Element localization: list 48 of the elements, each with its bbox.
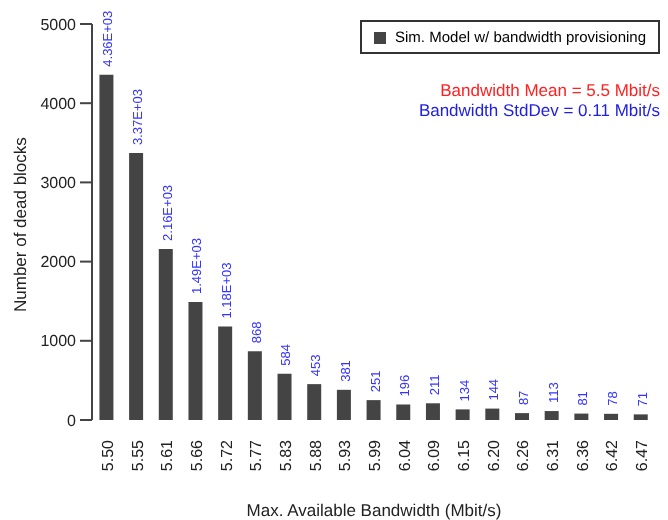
x-tick-label: 6.26 — [514, 438, 533, 472]
bar — [574, 413, 589, 420]
x-tick-label: 6.31 — [544, 438, 563, 472]
x-tick-label: 5.83 — [276, 438, 295, 472]
x-tick-label: 6.47 — [633, 438, 652, 472]
x-tick-label: 5.93 — [336, 438, 355, 472]
y-tick-label: 3000 — [40, 174, 78, 193]
bar — [455, 409, 470, 420]
x-tick-label: 5.55 — [128, 438, 147, 472]
x-tick-label: 6.09 — [425, 438, 444, 472]
bar — [158, 248, 173, 420]
x-tick-label: 5.99 — [366, 438, 384, 472]
annotation: Bandwidth Mean = 5.5 Mbit/s — [440, 80, 660, 100]
x-tick-label: 6.15 — [455, 438, 474, 472]
x-tick-label: 5.50 — [98, 438, 117, 472]
bar — [188, 301, 203, 420]
y-axis-title: Number of dead blocks — [10, 137, 31, 312]
x-tick-label: 5.66 — [187, 438, 206, 472]
x-axis-title: Max. Available Bandwidth (Mbit/s) — [246, 500, 502, 520]
x-tick-label: 5.61 — [158, 438, 177, 472]
annotation: Bandwidth StdDev = 0.11 Mbit/s — [418, 100, 660, 120]
x-tick-label: 5.72 — [217, 438, 236, 472]
bar — [247, 351, 262, 420]
y-tick-label: 4000 — [40, 94, 78, 113]
bar — [633, 414, 648, 420]
bar — [277, 373, 292, 420]
bar — [425, 403, 440, 420]
bar — [99, 74, 114, 420]
y-tick-label: 1000 — [40, 332, 78, 351]
x-tick-label: 5.88 — [306, 438, 325, 472]
x-tick-label: 6.04 — [395, 438, 414, 472]
y-tick-label: 5000 — [40, 15, 78, 34]
y-tick-label: 2000 — [40, 253, 78, 272]
bar — [336, 389, 351, 420]
bar — [604, 413, 619, 420]
bar — [515, 413, 529, 420]
x-tick-label: 6.36 — [573, 438, 592, 472]
y-tick-label: 0 — [67, 411, 78, 430]
bar — [307, 384, 322, 420]
x-tick-label: 6.20 — [484, 438, 503, 472]
bar — [544, 411, 559, 420]
bar — [366, 400, 381, 420]
bar — [485, 408, 500, 420]
bar — [396, 404, 411, 420]
bar — [218, 326, 233, 420]
x-tick-label: 5.77 — [247, 438, 266, 472]
x-tick-label: 6.42 — [603, 438, 622, 472]
bar — [129, 153, 144, 420]
